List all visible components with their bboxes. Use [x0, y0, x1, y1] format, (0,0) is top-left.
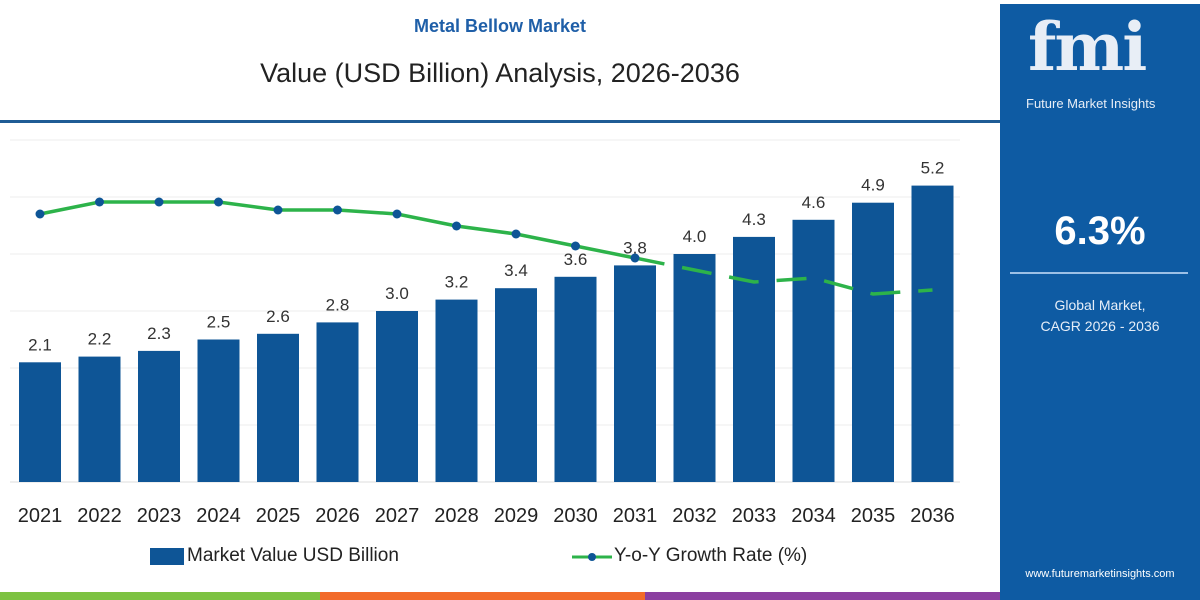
- bar-value-label: 3.6: [564, 250, 588, 269]
- x-tick-label: 2022: [77, 505, 122, 527]
- bar: [19, 362, 61, 482]
- growth-point: [273, 205, 283, 215]
- bar-value-label: 2.3: [147, 324, 171, 343]
- x-tick-label: 2027: [375, 505, 420, 527]
- x-tick-label: 2031: [613, 505, 658, 527]
- x-tick-label: 2030: [553, 505, 598, 527]
- growth-point: [630, 253, 640, 263]
- divider: [1010, 272, 1188, 274]
- chart-subtitle: Metal Bellow Market: [413, 16, 587, 36]
- bar: [911, 185, 954, 482]
- bar-value-label: 2.5: [207, 313, 231, 332]
- bar-value-label: 4.6: [802, 193, 826, 212]
- growth-point: [452, 221, 461, 231]
- x-tick-label: 2025: [256, 505, 301, 527]
- desc-line-2: CAGR 2026 - 2036: [1040, 318, 1160, 334]
- bar-value-label: 2.8: [326, 295, 350, 314]
- growth-point: [35, 209, 45, 219]
- x-tick-label: 2029: [494, 505, 539, 527]
- footer-stripe-2: [320, 592, 645, 600]
- desc-line-1: Global Market,: [1054, 297, 1146, 313]
- bar: [554, 276, 597, 482]
- legend-bar-label: Market Value USD Billion: [187, 545, 399, 566]
- bar-value-label: 2.1: [28, 335, 52, 354]
- legend-bar-swatch: [150, 548, 184, 565]
- growth-point: [571, 241, 580, 251]
- bar: [495, 288, 537, 482]
- growth-point: [511, 229, 521, 239]
- bar: [733, 236, 775, 482]
- bar-value-label: 4.9: [861, 176, 885, 195]
- website-link[interactable]: www.futuremarketinsights.com: [1025, 568, 1175, 580]
- bar: [316, 322, 359, 482]
- growth-point: [154, 197, 164, 207]
- bar: [197, 339, 240, 482]
- bar: [376, 311, 418, 482]
- bar-value-label: 2.2: [88, 330, 112, 349]
- x-tick-label: 2035: [851, 505, 896, 527]
- growth-line-forecast: [634, 256, 933, 296]
- header-divider: [0, 120, 1000, 123]
- footer-stripe-3: [645, 592, 1000, 600]
- cagr-description: Global Market, CAGR 2026 - 2036: [1000, 295, 1200, 337]
- x-tick-label: 2024: [196, 505, 241, 527]
- x-tick-label: 2032: [672, 505, 717, 527]
- x-tick-label: 2023: [137, 505, 182, 527]
- bar: [138, 350, 180, 482]
- legend: Market Value USD Billion Y-o-Y Growth Ra…: [0, 545, 1000, 569]
- bar-value-label: 4.3: [742, 210, 766, 229]
- bar-value-label: 3.2: [445, 273, 469, 292]
- bar-value-label: 3.0: [385, 284, 409, 303]
- fmi-logo: fmi: [1028, 8, 1147, 86]
- chart-title: Value (USD Billion) Analysis, 2026-2036: [260, 58, 740, 88]
- growth-point: [392, 209, 402, 219]
- bar-value-label: 4.0: [683, 227, 707, 246]
- bar: [614, 265, 656, 482]
- bar-value-label: 3.8: [623, 238, 647, 257]
- growth-point: [95, 197, 104, 207]
- bar-value-label: 2.6: [266, 307, 290, 326]
- x-tick-label: 2026: [315, 505, 360, 527]
- growth-point: [333, 205, 342, 215]
- bar: [435, 299, 478, 482]
- sidebar-panel: fmi Future Market Insights 6.3% Global M…: [1000, 4, 1200, 600]
- growth-point: [214, 197, 223, 207]
- x-tick-label: 2033: [732, 505, 777, 527]
- bar-value-label: 5.2: [921, 159, 945, 178]
- x-tick-label: 2034: [791, 505, 836, 527]
- chart: 2.1 2021 2.2 2022 2.3 2023 2.5 2024 2.6 2025 2.8 20…: [10, 139, 960, 527]
- bar: [78, 356, 121, 482]
- legend-line-label: Y-o-Y Growth Rate (%): [614, 545, 808, 566]
- footer-stripe-1: [0, 592, 320, 600]
- x-tick-label: 2028: [434, 505, 479, 527]
- bar: [852, 202, 894, 482]
- bar: [792, 219, 835, 483]
- legend-line-swatch: [572, 553, 612, 561]
- cagr-value: 6.3%: [1054, 209, 1146, 253]
- x-tick-label: 2036: [910, 505, 955, 527]
- bar: [673, 254, 716, 482]
- brand-name: Future Market Insights: [1026, 96, 1156, 111]
- x-tick-label: 2021: [18, 505, 63, 527]
- bar: [257, 333, 299, 482]
- bar-value-label: 3.4: [504, 261, 528, 280]
